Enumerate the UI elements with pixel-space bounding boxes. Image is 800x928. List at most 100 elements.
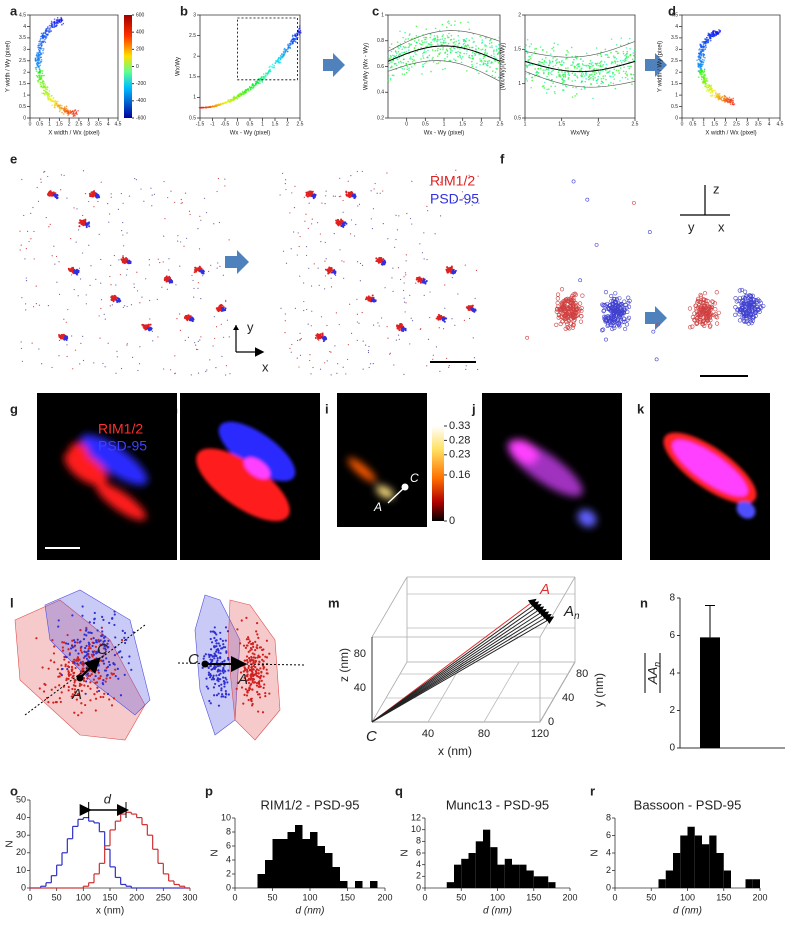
localization [20,347,23,350]
scatter-dot [67,111,70,113]
colorbar-label: 0.33 [449,420,470,432]
scatter-dot [442,34,445,36]
scatter-dot [457,50,459,53]
localization [206,369,208,371]
localization [471,200,473,202]
scatter-dot [631,83,633,85]
scatter-dot [283,52,285,55]
scatter-dot [480,59,483,62]
scatter-dot [471,63,473,66]
localization [110,193,112,195]
scatter-dot [529,64,532,66]
scatter-dot [619,44,622,47]
scatter-dot [549,72,552,74]
localization [138,363,141,365]
scatter-dot [480,60,483,63]
y-tick-label: 3.5 [19,35,26,41]
localization [49,223,51,226]
scatter-dot [537,71,539,74]
axis-frame [387,14,501,119]
scatter-dot [633,59,636,62]
localization [284,182,286,185]
scatter-dot [279,54,282,57]
scatter-dot [702,63,704,65]
scatter-dot [631,77,633,80]
localization [73,269,76,272]
localization [33,258,35,260]
panel-label: o [10,783,18,798]
localization [312,366,314,369]
localization [140,188,142,190]
scatter-dot [439,48,442,51]
scatter-dot [482,63,485,66]
localization [88,192,91,195]
scatter-dot [440,41,442,44]
scatter-dot [567,76,570,79]
scatter-dot [701,50,703,52]
scatter-dot [413,47,416,50]
localization [225,374,227,376]
localization [303,300,305,303]
localization [356,321,358,323]
localization [115,299,118,302]
scatter-dot [626,73,628,76]
scatter-dot [612,72,614,74]
scatter-dot [466,50,468,52]
x-tick-label: 3 [87,121,90,127]
scatter-dot [423,49,426,51]
y-tick-label: 40 [562,692,574,704]
x-tick-label: 0 [422,892,427,902]
localization [50,192,53,195]
localization [298,366,300,368]
scatter-dot [450,38,453,41]
scatter-dot [395,54,398,57]
x-tick-label: 100 [302,892,317,902]
scatter-dot [730,101,733,103]
scatter-dot [437,47,439,50]
scatter-dot [627,65,629,68]
histogram-bar [310,832,318,888]
x-axis-label: x (nm) [96,906,124,917]
localization [197,228,199,230]
localization [214,337,216,339]
localization [66,336,69,339]
scatter-dot [50,20,53,23]
scatter-dot [411,37,413,40]
scatter-dot [486,52,488,55]
x-tick-label: 50 [267,892,277,902]
x-tick-label: 200 [377,892,392,902]
scatter-dot [401,67,404,70]
x-axis-label: Wx - Wy (pixel) [230,131,271,137]
scatter-dot [567,73,570,76]
scatter-dot [431,49,434,51]
histogram-bar [687,826,695,888]
localization [356,261,359,263]
scatter-dot [539,46,542,48]
localization [193,296,195,298]
localization [90,193,93,196]
localization [88,225,91,228]
scatter-dot [298,28,300,30]
localization [342,211,344,213]
localization [305,254,308,257]
localization [157,258,159,260]
scatter-dot [287,45,290,48]
localization [348,191,351,194]
scatter-dot [709,94,712,97]
x-tick-label: 150 [340,892,355,902]
scatter-dot [221,103,223,105]
scatter-dot [531,54,533,56]
localization [88,244,90,246]
scatter-dot [607,84,610,86]
localization [78,225,81,228]
localization [152,340,154,342]
localization [398,334,400,336]
scatter-dot [443,39,445,42]
localization [199,339,201,341]
scatter-dot [718,98,721,100]
histogram-bar [504,858,512,888]
point-cloud [198,25,302,109]
localization [136,290,139,292]
histogram-bar [468,853,476,888]
localization [292,231,295,233]
